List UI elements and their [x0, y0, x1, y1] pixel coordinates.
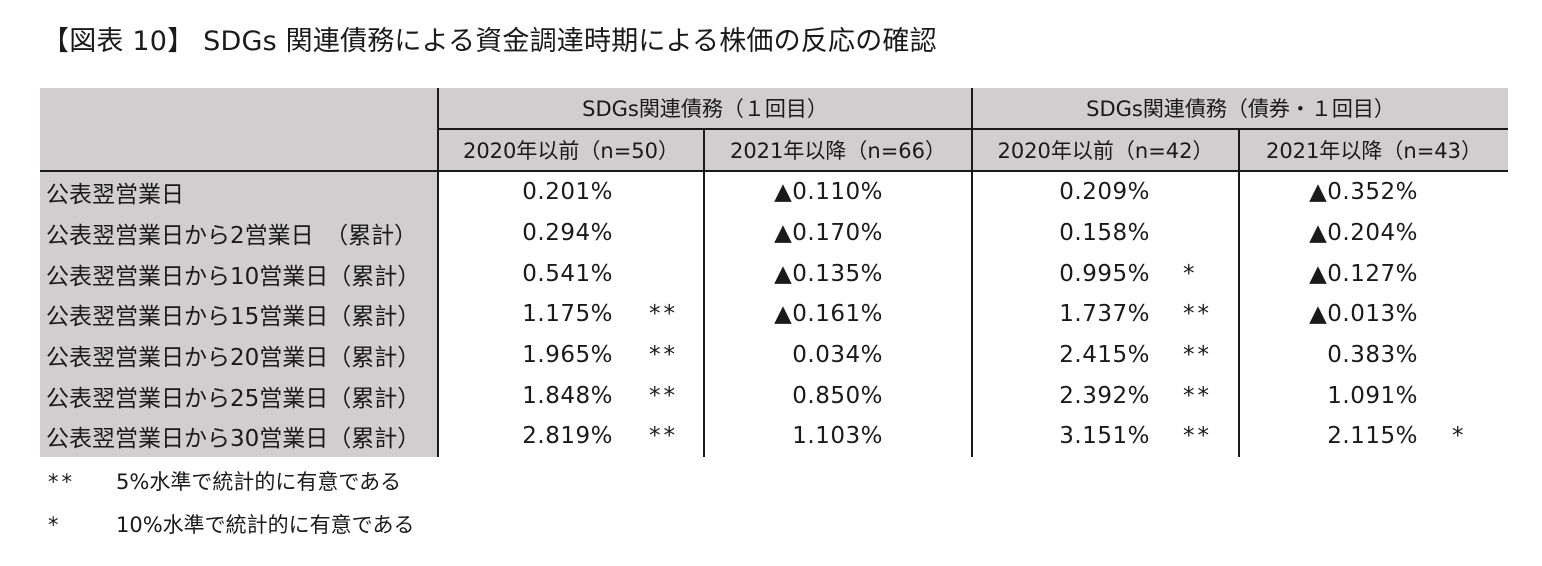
- value-cell: 2.415% **: [971, 334, 1239, 376]
- row-label: 公表翌営業日から2営業日 （累計）: [40, 212, 438, 254]
- value-cell: 0.034%: [703, 334, 972, 376]
- column-header: 2021年以降（n=66）: [703, 128, 972, 172]
- header-corner: [40, 88, 438, 129]
- column-header: 2021年以降（n=43）: [1238, 128, 1508, 172]
- value-cell: 1.103%: [703, 416, 972, 457]
- column-header: 2020年以前（n=42）: [971, 128, 1239, 172]
- value-text: ▲0.204%: [1309, 220, 1418, 247]
- value-cell: ▲0.127%: [1238, 253, 1508, 295]
- header-corner-lower: [40, 129, 438, 172]
- value-text: 0.383%: [1327, 342, 1418, 369]
- value-cell: 0.541%: [437, 253, 704, 295]
- value-cell: ▲0.110%: [703, 171, 972, 213]
- significance-mark: **: [1183, 342, 1212, 369]
- value-cell: 1.175% **: [437, 294, 704, 335]
- value-text: 0.294%: [522, 220, 613, 247]
- note-five-percent: ** 5%水準で統計的に有意である: [48, 466, 401, 496]
- row-label: 公表翌営業日から10営業日（累計）: [40, 253, 438, 295]
- value-text: ▲0.170%: [774, 220, 883, 247]
- value-text: 1.103%: [792, 423, 883, 450]
- value-text: 0.995%: [1059, 260, 1150, 287]
- value-cell: 0.383%: [1238, 334, 1508, 376]
- table-row: 公表翌営業日から10営業日（累計） 0.541% ▲0.135% 0.995% * ▲0.…: [40, 253, 1508, 295]
- table-row: 公表翌営業日 0.201% ▲0.110% 0.209% ▲0.352%: [40, 171, 1508, 213]
- significance-mark: **: [1183, 301, 1212, 328]
- note-mark: *: [48, 513, 62, 537]
- value-text: ▲0.161%: [774, 301, 883, 328]
- value-text: 1.175%: [522, 301, 613, 328]
- value-text: 1.965%: [522, 342, 613, 369]
- table-row: 公表翌営業日から30営業日（累計） 2.819% ** 1.103% 3.151% ** 2…: [40, 416, 1508, 457]
- value-text: ▲0.013%: [1309, 301, 1418, 328]
- column-header: 2020年以前（n=50）: [437, 128, 704, 172]
- table-row: 公表翌営業日から25営業日（累計） 1.848% ** 0.850% 2.392% ** 1…: [40, 375, 1508, 417]
- value-text: 0.201%: [522, 179, 613, 206]
- value-cell: ▲0.204%: [1238, 212, 1508, 254]
- results-table: SDGs関連債務（１回目） SDGs関連債務（債券・１回目） 2020年以前（n…: [40, 88, 1508, 457]
- value-text: 0.034%: [792, 342, 883, 369]
- value-text: 0.541%: [522, 260, 613, 287]
- row-label: 公表翌営業日から25営業日（累計）: [40, 375, 438, 417]
- value-text: ▲0.135%: [774, 260, 883, 287]
- value-cell: 1.965% **: [437, 334, 704, 376]
- value-cell: 2.819% **: [437, 416, 704, 457]
- value-text: 1.848%: [522, 382, 613, 409]
- value-text: 1.091%: [1327, 382, 1418, 409]
- value-cell: 0.158%: [971, 212, 1239, 254]
- significance-mark: **: [1183, 423, 1212, 450]
- row-label: 公表翌営業日: [40, 171, 438, 213]
- note-ten-percent: * 10%水準で統計的に有意である: [48, 509, 414, 539]
- value-cell: ▲0.161%: [703, 294, 972, 335]
- value-cell: 2.115% *: [1238, 416, 1508, 457]
- significance-mark: **: [649, 301, 678, 328]
- value-text: 2.819%: [522, 423, 613, 450]
- value-cell: 1.091%: [1238, 375, 1508, 417]
- value-text: 3.151%: [1059, 423, 1150, 450]
- table-row: 公表翌営業日から2営業日 （累計） 0.294% ▲0.170% 0.158% ▲0.2…: [40, 212, 1508, 254]
- row-label: 公表翌営業日から15営業日（累計）: [40, 294, 438, 335]
- column-header-row: 2020年以前（n=50） 2021年以降（n=66） 2020年以前（n=42…: [40, 128, 1508, 172]
- significance-mark: *: [1452, 423, 1467, 450]
- page-title: 【図表 10】 SDGs 関連債務による資金調達時期による株価の反応の確認: [42, 26, 937, 57]
- value-cell: 3.151% **: [971, 416, 1239, 457]
- group-header-bond: SDGs関連債務（債券・１回目）: [971, 88, 1508, 129]
- row-label: 公表翌営業日から20営業日（累計）: [40, 334, 438, 376]
- value-cell: ▲0.013%: [1238, 294, 1508, 335]
- value-text: 1.737%: [1059, 301, 1150, 328]
- value-text: 2.415%: [1059, 342, 1150, 369]
- note-text: 10%水準で統計的に有意である: [116, 513, 415, 537]
- significance-mark: **: [1183, 382, 1212, 409]
- group-header-row: SDGs関連債務（１回目） SDGs関連債務（債券・１回目）: [40, 88, 1508, 129]
- value-cell: 1.848% **: [437, 375, 704, 417]
- value-cell: 0.294%: [437, 212, 704, 254]
- value-cell: 0.209%: [971, 171, 1239, 213]
- note-mark: **: [48, 470, 75, 494]
- value-cell: 0.201%: [437, 171, 704, 213]
- note-text: 5%水準で統計的に有意である: [116, 470, 402, 494]
- value-cell: ▲0.170%: [703, 212, 972, 254]
- value-cell: 2.392% **: [971, 375, 1239, 417]
- significance-mark: **: [649, 342, 678, 369]
- value-cell: 1.737% **: [971, 294, 1239, 335]
- value-cell: 0.850%: [703, 375, 972, 417]
- value-text: 0.209%: [1059, 179, 1150, 206]
- value-text: ▲0.110%: [774, 179, 883, 206]
- significance-mark: **: [649, 382, 678, 409]
- value-text: 0.850%: [792, 382, 883, 409]
- value-text: ▲0.352%: [1309, 179, 1418, 206]
- row-label: 公表翌営業日から30営業日（累計）: [40, 416, 438, 457]
- significance-mark: *: [1183, 260, 1198, 287]
- table-row: 公表翌営業日から20営業日（累計） 1.965% ** 0.034% 2.415% ** 0…: [40, 334, 1508, 376]
- table-row: 公表翌営業日から15営業日（累計） 1.175% ** ▲0.161% 1.737% **…: [40, 294, 1508, 335]
- value-cell: ▲0.135%: [703, 253, 972, 295]
- group-header-first: SDGs関連債務（１回目）: [437, 88, 972, 129]
- value-cell: ▲0.352%: [1238, 171, 1508, 213]
- value-text: 2.392%: [1059, 382, 1150, 409]
- value-text: ▲0.127%: [1309, 260, 1418, 287]
- value-cell: 0.995% *: [971, 253, 1239, 295]
- value-text: 0.158%: [1059, 220, 1150, 247]
- value-text: 2.115%: [1327, 423, 1418, 450]
- table-body: 公表翌営業日 0.201% ▲0.110% 0.209% ▲0.352% 公表翌営業日から…: [40, 171, 1508, 457]
- significance-mark: **: [649, 423, 678, 450]
